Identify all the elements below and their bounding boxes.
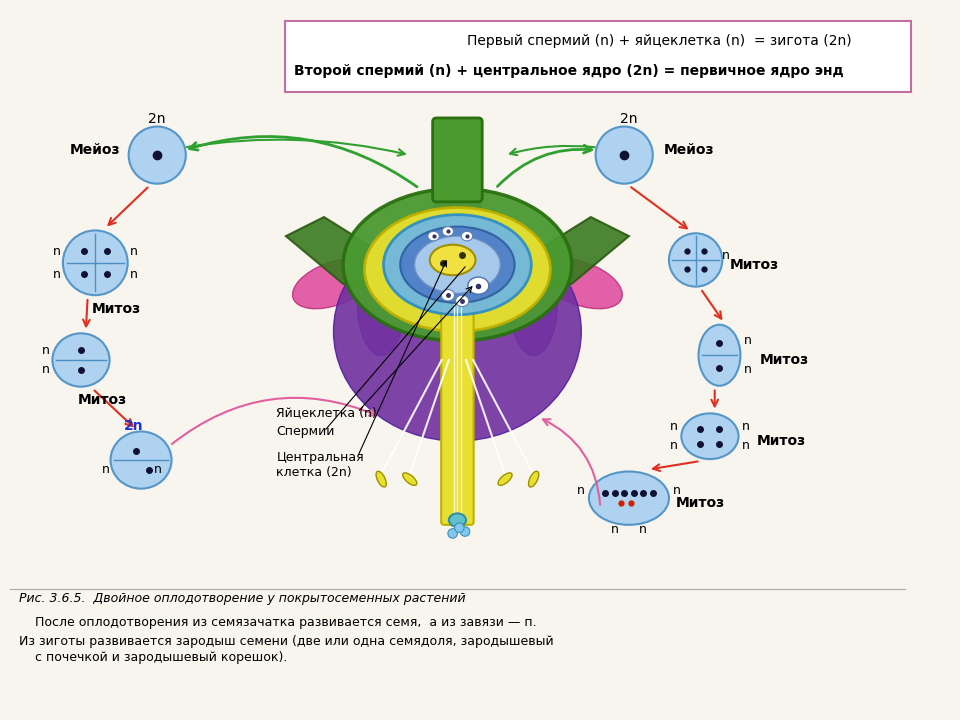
Text: с почечкой и зародышевый корешок).: с почечкой и зародышевый корешок). <box>19 651 287 664</box>
Text: Митоз: Митоз <box>756 434 806 448</box>
Ellipse shape <box>498 473 512 485</box>
Text: Митоз: Митоз <box>731 258 780 271</box>
Text: После оплодотворения из семязачатка развивается семя,  а из завязи — п.: После оплодотворения из семязачатка разв… <box>19 616 537 629</box>
Ellipse shape <box>384 210 436 282</box>
Text: 2n: 2n <box>149 112 166 126</box>
Ellipse shape <box>510 251 558 355</box>
Text: n: n <box>577 484 586 497</box>
Ellipse shape <box>429 184 486 289</box>
Text: n: n <box>722 248 730 261</box>
Text: клетка (2n): клетка (2n) <box>276 466 352 479</box>
Text: n: n <box>673 484 681 497</box>
Text: Второй спермий (n) + центральное ядро (2n) = первичное ядро энд: Второй спермий (n) + центральное ядро (2… <box>294 64 843 78</box>
Ellipse shape <box>403 473 417 485</box>
Ellipse shape <box>349 236 413 293</box>
Ellipse shape <box>588 472 669 525</box>
Text: Центральная: Центральная <box>276 451 364 464</box>
Text: n: n <box>742 439 750 452</box>
Ellipse shape <box>455 295 468 307</box>
Polygon shape <box>286 217 439 303</box>
Ellipse shape <box>682 413 738 459</box>
Ellipse shape <box>699 325 740 386</box>
Ellipse shape <box>468 277 489 294</box>
Text: Митоз: Митоз <box>92 302 141 315</box>
FancyBboxPatch shape <box>433 118 482 202</box>
Text: n: n <box>670 439 678 452</box>
Ellipse shape <box>343 189 572 341</box>
Text: Митоз: Митоз <box>676 496 725 510</box>
Ellipse shape <box>400 227 515 303</box>
Ellipse shape <box>540 259 622 309</box>
Text: 2n: 2n <box>620 112 637 126</box>
Ellipse shape <box>479 210 531 282</box>
Text: 2n: 2n <box>124 419 143 433</box>
Text: Митоз: Митоз <box>759 353 809 367</box>
Text: n: n <box>155 463 162 476</box>
Circle shape <box>460 527 469 536</box>
Ellipse shape <box>529 471 539 487</box>
Text: Мейоз: Мейоз <box>663 143 714 158</box>
Text: n: n <box>639 523 647 536</box>
Ellipse shape <box>449 513 466 527</box>
Text: n: n <box>744 363 752 376</box>
Text: n: n <box>611 523 618 536</box>
Ellipse shape <box>384 215 531 315</box>
Ellipse shape <box>428 231 440 241</box>
Text: Митоз: Митоз <box>78 393 127 407</box>
Text: Первый спермий (n) + яйцеклетка (n)  = зигота (2n): Первый спермий (n) + яйцеклетка (n) = зи… <box>467 34 852 48</box>
Text: n: n <box>42 363 50 376</box>
Ellipse shape <box>365 207 550 331</box>
Ellipse shape <box>63 230 128 295</box>
Ellipse shape <box>430 245 475 275</box>
Text: n: n <box>670 420 678 433</box>
Ellipse shape <box>110 431 172 489</box>
Text: n: n <box>744 335 752 348</box>
Ellipse shape <box>461 231 472 241</box>
Text: n: n <box>42 344 50 357</box>
Text: n: n <box>130 245 137 258</box>
Text: Рис. 3.6.5.  Двойное оплодотворение у покрытосеменных растений: Рис. 3.6.5. Двойное оплодотворение у пок… <box>19 592 466 605</box>
Text: n: n <box>102 463 109 476</box>
Text: n: n <box>130 268 137 281</box>
Text: Спермии: Спермии <box>276 425 335 438</box>
Ellipse shape <box>53 333 109 387</box>
Ellipse shape <box>129 127 186 184</box>
Ellipse shape <box>669 233 722 287</box>
Text: Из зиготы развивается зародыш семени (две или одна семядоля, зародышевый: Из зиготы развивается зародыш семени (дв… <box>19 634 554 647</box>
Ellipse shape <box>293 259 374 309</box>
Ellipse shape <box>376 471 386 487</box>
Ellipse shape <box>333 222 582 441</box>
Text: n: n <box>742 420 750 433</box>
Polygon shape <box>476 217 629 303</box>
Ellipse shape <box>502 236 565 293</box>
Circle shape <box>448 528 457 538</box>
Ellipse shape <box>415 236 500 293</box>
Text: Мейоз: Мейоз <box>70 143 121 158</box>
Text: Яйцеклетка (n): Яйцеклетка (n) <box>276 406 377 419</box>
Ellipse shape <box>442 289 454 301</box>
Circle shape <box>454 523 464 533</box>
FancyBboxPatch shape <box>442 262 473 525</box>
Ellipse shape <box>443 227 453 236</box>
Ellipse shape <box>357 251 405 355</box>
Text: n: n <box>53 268 61 281</box>
FancyBboxPatch shape <box>285 21 911 92</box>
Ellipse shape <box>595 127 653 184</box>
Text: n: n <box>53 245 61 258</box>
